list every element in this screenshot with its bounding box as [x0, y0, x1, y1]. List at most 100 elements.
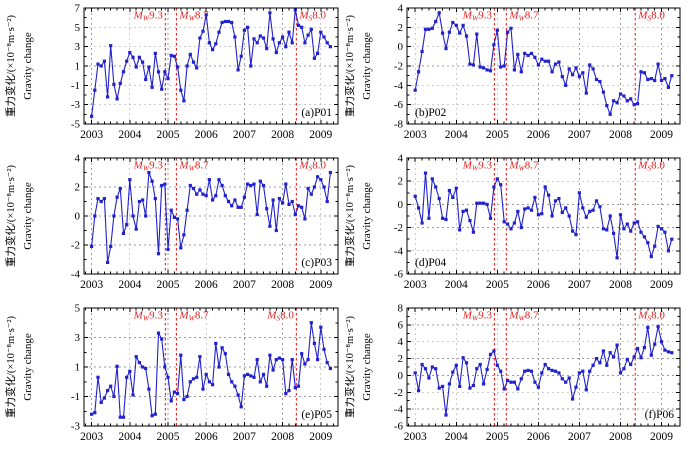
- y-tick-label: 6: [398, 319, 404, 331]
- x-tick-label: 2008: [609, 279, 632, 291]
- y-tick-label: 2: [75, 182, 81, 194]
- y-tick-label: 1: [75, 61, 81, 73]
- gravity-series-line: [414, 173, 673, 259]
- x-tick-label: 2009: [650, 279, 673, 291]
- event-label-MW9.3: MW9.3: [462, 10, 493, 23]
- y-axis-title-en: Gravity change: [361, 32, 373, 100]
- y-tick-label: 4: [398, 336, 404, 348]
- event-label-MS8.0: MS8.0: [637, 10, 665, 23]
- x-tick-label: 2009: [309, 129, 332, 141]
- panel-d-p04: MW9.3 MW8.7 MS8.0 4 2 0 -2 -4 -6 2003 2004 2005 2006…: [345, 150, 690, 300]
- x-tick-label: 2003: [404, 431, 427, 443]
- y-tick-label: -4: [394, 80, 404, 92]
- panel-label: (c)P03: [301, 257, 332, 269]
- x-tick-label: 2004: [118, 279, 141, 291]
- x-tick-label: 2009: [309, 431, 332, 443]
- panel-label: (d)P04: [415, 257, 447, 269]
- x-tick-label: 2004: [118, 129, 141, 141]
- x-tick-label: 2006: [527, 279, 550, 291]
- x-tick-label: 2007: [568, 279, 591, 291]
- y-tick-label: 0: [398, 41, 404, 53]
- x-tick-label: 2006: [195, 431, 218, 443]
- y-tick-label: 5: [75, 303, 81, 315]
- y-axis-title-cn: 重力变化/(×10⁻⁸m·s⁻²): [345, 15, 356, 117]
- panel-label: (b)P02: [415, 107, 447, 119]
- y-tick-label: 0: [75, 211, 81, 223]
- event-label-MW8.7: MW8.7: [178, 160, 209, 173]
- event-label-MW9.3: MW9.3: [133, 310, 164, 323]
- x-tick-label: 2003: [80, 129, 103, 141]
- y-tick-label: -2: [394, 61, 403, 73]
- x-tick-label: 2008: [271, 129, 294, 141]
- x-tick-label: 2004: [118, 431, 141, 443]
- event-label-MW9.3: MW9.3: [462, 160, 493, 173]
- event-label-MW9.3: MW9.3: [462, 310, 493, 323]
- event-label-MS8.0: MS8.0: [637, 310, 665, 323]
- x-tick-label: 2007: [568, 431, 591, 443]
- gravity-series-line: [414, 326, 672, 416]
- y-axis-title-en: Gravity change: [361, 333, 373, 401]
- y-tick-label: -2: [394, 222, 403, 234]
- event-label-MW8.7: MW8.7: [508, 160, 539, 173]
- y-tick-label: 5: [75, 22, 81, 34]
- panel-label: (f)P06: [645, 409, 675, 421]
- y-tick-label: -2: [71, 240, 80, 252]
- x-tick-label: 2009: [650, 129, 673, 141]
- y-tick-label: -8: [394, 119, 404, 131]
- x-tick-label: 2003: [80, 279, 103, 291]
- panel-b-p02: MW9.3 MW8.7 MS8.0 4 2 0 -2 -4 -6 -8 2003 2004 2005 20…: [345, 0, 690, 150]
- y-tick-label: -1: [71, 391, 80, 403]
- y-tick-label: 4: [398, 3, 404, 15]
- panel-f-p06: MW9.3 MW8.7 MS8.0 8 6 4 2 0 -2 -4 -6 2003 2004 2005 20…: [345, 300, 690, 452]
- y-tick-label: 4: [75, 153, 81, 165]
- x-tick-label: 2009: [650, 431, 673, 443]
- x-tick-label: 2007: [233, 431, 256, 443]
- x-tick-label: 2009: [309, 279, 332, 291]
- y-tick-label: -6: [394, 269, 404, 281]
- x-tick-label: 2006: [195, 279, 218, 291]
- x-tick-label: 2005: [486, 431, 509, 443]
- y-tick-label: 1: [75, 362, 81, 374]
- x-tick-label: 2003: [404, 279, 427, 291]
- x-tick-label: 2005: [157, 129, 180, 141]
- y-axis-title-cn: 重力变化/(×10⁻⁸m·s⁻²): [4, 165, 17, 267]
- x-tick-label: 2005: [486, 129, 509, 141]
- x-tick-label: 2006: [527, 431, 550, 443]
- x-tick-label: 2003: [404, 129, 427, 141]
- x-tick-label: 2007: [233, 279, 256, 291]
- y-tick-label: 4: [398, 153, 404, 165]
- y-tick-label: 3: [75, 41, 81, 53]
- event-label-MW9.3: MW9.3: [133, 10, 164, 23]
- x-tick-label: 2006: [195, 129, 218, 141]
- gravity-series-line: [91, 9, 331, 117]
- y-tick-label: -4: [71, 269, 81, 281]
- y-axis-title-en: Gravity change: [22, 182, 34, 250]
- x-tick-label: 2007: [568, 129, 591, 141]
- x-tick-label: 2004: [445, 279, 468, 291]
- gravity-series-line: [91, 172, 331, 263]
- gravity-series-line: [91, 322, 331, 418]
- panel-e-p05: MW9.3 MW8.7 MS8.0 5 3 1 -1 -3 2003 2004 2005 2006 20…: [0, 300, 345, 452]
- event-label-MS8.0: MS8.0: [637, 160, 665, 173]
- y-tick-label: 2: [398, 353, 404, 365]
- y-tick-label: -3: [71, 99, 81, 111]
- panel-a-p01: MW9.3 MW8.7 MS8.0 7 5 3 1 -1 -3 -5 2003 2004 2005 200…: [0, 0, 345, 150]
- y-axis-title-cn: 重力变化/(×10⁻⁸m·s⁻²): [345, 165, 356, 267]
- event-label-MW8.7: MW8.7: [508, 10, 539, 23]
- gravity-series-line: [414, 10, 673, 117]
- y-tick-label: 2: [398, 176, 404, 188]
- x-tick-label: 2006: [527, 129, 550, 141]
- x-tick-label: 2008: [271, 431, 294, 443]
- y-tick-label: -3: [71, 421, 81, 433]
- x-tick-label: 2005: [157, 431, 180, 443]
- x-tick-label: 2005: [157, 279, 180, 291]
- event-label-MW8.7: MW8.7: [178, 310, 209, 323]
- event-label-MS8.0: MS8.0: [266, 310, 294, 323]
- y-tick-label: -5: [71, 119, 81, 131]
